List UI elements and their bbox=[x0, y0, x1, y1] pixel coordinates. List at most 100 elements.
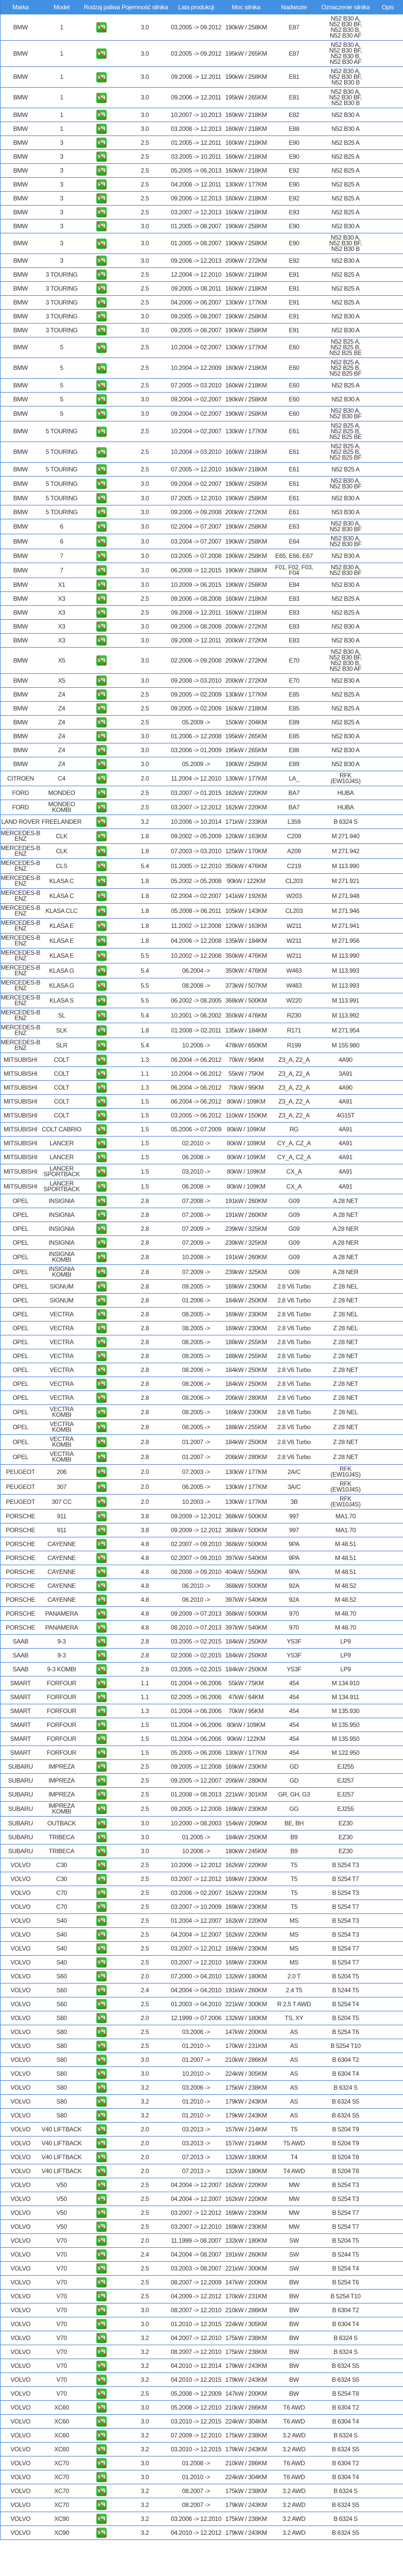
table-row: OPEL INSIGNIA KOMBI PB 2.8 10.2008 -> 191kW /… bbox=[0, 1249, 403, 1265]
cell-model: Z4 bbox=[40, 729, 83, 743]
fuel-petrol-pb-icon: PB bbox=[96, 151, 107, 162]
cell-power: 169kW / 230KM bbox=[223, 1404, 270, 1420]
cell-capacity: 2.5 bbox=[120, 2386, 170, 2401]
cell-model: VECTRA bbox=[40, 1321, 83, 1335]
cell-opis bbox=[372, 1150, 403, 1164]
cell-marka: BMW bbox=[0, 534, 41, 549]
fuel-petrol-pb-icon: PB bbox=[96, 1224, 107, 1234]
cell-years: 09.2006 -> 12.2013 bbox=[169, 253, 223, 268]
fuel-petrol-pb-icon: PB bbox=[96, 1846, 107, 1856]
fuel-petrol-pb-icon: PB bbox=[96, 1238, 107, 1248]
cell-engine: M 113.991 bbox=[318, 993, 373, 1008]
cell-opis bbox=[372, 2275, 403, 2290]
cell-fuel: PB bbox=[82, 1235, 121, 1250]
cell-years: 09.2008 -> 12.2011 bbox=[169, 633, 223, 648]
cell-opis bbox=[372, 729, 403, 743]
table-row: OPEL VECTRA KOMBI PB 2.8 08.2005 -> 188kW / 2… bbox=[0, 1419, 403, 1435]
cell-power: 70kW / 95KM bbox=[223, 1053, 270, 1067]
cell-opis bbox=[372, 1844, 403, 1858]
cell-power: 184kW / 250KM bbox=[223, 1648, 270, 1663]
cell-engine: RFK (EW10J4S) bbox=[318, 1479, 373, 1495]
cell-marka: VOLVO bbox=[0, 2039, 41, 2053]
fuel-petrol-pb-icon: PB bbox=[96, 1916, 107, 1926]
cell-fuel: PB bbox=[82, 1108, 121, 1123]
cell-opis bbox=[372, 1830, 403, 1844]
cell-years: 07.2009 -> 12.2010 bbox=[169, 2428, 223, 2443]
cell-marka: SUBARU bbox=[0, 1773, 41, 1788]
cell-capacity: 2.5 bbox=[120, 1759, 170, 1774]
cell-model: V70 bbox=[40, 2275, 83, 2290]
cell-power: 80kW / 109KM bbox=[223, 1718, 270, 1732]
cell-power: 157kW / 214KM bbox=[223, 2136, 270, 2150]
cell-power: 132kW / 180KM bbox=[223, 2011, 270, 2025]
cell-engine: N52 B25 A bbox=[318, 191, 373, 206]
table-row: OPEL VECTRA KOMBI PB 2.8 01.2007 -> 184kW / 2… bbox=[0, 1434, 403, 1450]
cell-years: 10.2003 -> bbox=[169, 1494, 223, 1510]
cell-fuel: PB bbox=[82, 2136, 121, 2150]
cell-power: 90kW / 122KM bbox=[223, 1732, 270, 1746]
cell-engine: 4A91 bbox=[318, 1150, 373, 1164]
cell-engine: B 5204 T9 bbox=[318, 2122, 373, 2137]
fuel-petrol-pb-icon: PB bbox=[96, 2277, 107, 2287]
cell-opis bbox=[372, 948, 403, 963]
cell-engine: M 271.941 bbox=[318, 918, 373, 934]
cell-fuel: PB bbox=[82, 1606, 121, 1621]
cell-capacity: 2.8 bbox=[120, 1194, 170, 1208]
cell-marka: BMW bbox=[0, 619, 41, 634]
cell-years: 09.2006 -> 12.2011 bbox=[169, 66, 223, 88]
cell-fuel: PB bbox=[82, 1565, 121, 1579]
cell-body: E60 bbox=[269, 337, 319, 358]
table-row: VOLVO S80 PB 2.5 03.2006 -> 147kW / 200KM AS B … bbox=[0, 2025, 403, 2039]
cell-model: XC60 bbox=[40, 2414, 83, 2429]
cell-power: 160kW / 218KM bbox=[223, 267, 270, 282]
cell-power: 80kW / 109KM bbox=[223, 1136, 270, 1150]
cell-model: 7 bbox=[40, 549, 83, 563]
cell-model: 3 TOURING bbox=[40, 309, 83, 324]
cell-fuel: PB bbox=[82, 2219, 121, 2234]
fuel-petrol-pb-icon: PB bbox=[96, 2222, 107, 2232]
cell-opis bbox=[372, 1551, 403, 1565]
cell-power: 184kW / 250KM bbox=[223, 1830, 270, 1844]
cell-fuel: PB bbox=[82, 1136, 121, 1150]
cell-engine: 4G15T bbox=[318, 1108, 373, 1123]
cell-body: T5 AWD bbox=[269, 2136, 319, 2150]
cell-opis bbox=[372, 828, 403, 844]
cell-body: T5 bbox=[269, 1900, 319, 1914]
cell-body: 2A/C bbox=[269, 1464, 319, 1480]
fuel-petrol-pb-icon: PB bbox=[96, 2291, 107, 2301]
cell-power: 105kW / 143KM bbox=[223, 903, 270, 919]
cell-body: E88 bbox=[269, 122, 319, 136]
cell-years: 01.2004 -> 06.2006 bbox=[169, 1704, 223, 1718]
cell-capacity: 2.5 bbox=[120, 1900, 170, 1914]
cell-years: 08.2006 -> bbox=[169, 1363, 223, 1377]
cell-engine: M 271.942 bbox=[318, 843, 373, 859]
fuel-petrol-pb-icon: PB bbox=[96, 22, 107, 32]
cell-model: KLASA E bbox=[40, 933, 83, 948]
fuel-petrol-pb-icon: PB bbox=[96, 1096, 107, 1107]
cell-opis bbox=[372, 673, 403, 688]
cell-marka: BMW bbox=[0, 757, 41, 771]
cell-engine: M 271.940 bbox=[318, 828, 373, 844]
cell-opis bbox=[372, 1293, 403, 1308]
cell-engine: B 5254 T3 bbox=[318, 1913, 373, 1928]
cell-engine: 4A91 bbox=[318, 1094, 373, 1109]
cell-engine: B 6304 T2 bbox=[318, 2053, 373, 2067]
table-row: MERCEDES-BENZ SL PB 5.4 10.2001 -> 06.2002 35… bbox=[0, 1008, 403, 1023]
cell-body: Z3_A, Z2_A bbox=[269, 1053, 319, 1067]
fuel-petrol-pb-icon: PB bbox=[96, 1025, 107, 1036]
cell-marka: VOLVO bbox=[0, 2122, 41, 2137]
table-row: OPEL VECTRA PB 2.8 08.2006 -> 184kW / 250KM 2.… bbox=[0, 1363, 403, 1377]
cell-model: 5 TOURING bbox=[40, 442, 83, 463]
cell-marka: BMW bbox=[0, 87, 41, 108]
table-row: VOLVO XC60 PB 3.2 07.2009 -> 12.2010 175kW / … bbox=[0, 2428, 403, 2443]
cell-years: 10.2004 -> 12.2009 bbox=[169, 358, 223, 379]
cell-years: 03.2007 -> 10.2009 bbox=[169, 1900, 223, 1914]
cell-years: 09.2006 -> 08.2008 bbox=[169, 591, 223, 606]
cell-capacity: 2.5 bbox=[120, 149, 170, 164]
cell-body: BW bbox=[269, 2372, 319, 2387]
cell-power: 80kW / 109KM bbox=[223, 1164, 270, 1179]
cell-marka: PORSCHE bbox=[0, 1551, 41, 1565]
cell-opis bbox=[372, 219, 403, 233]
cell-engine: B 5204 T8 bbox=[318, 2150, 373, 2164]
cell-body: E91 bbox=[269, 323, 319, 337]
